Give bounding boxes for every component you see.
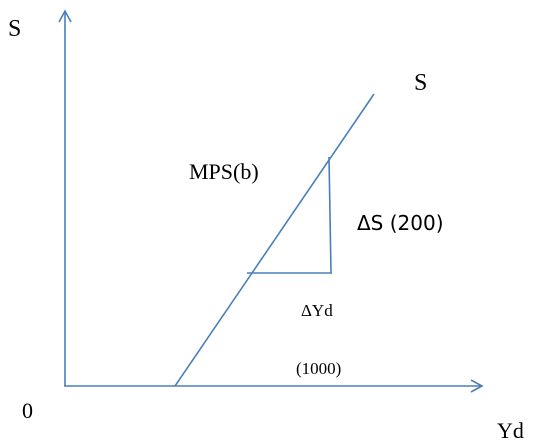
slope-label: MPS(b) <box>189 159 259 184</box>
delta-s-label: ΔS (200) <box>357 211 444 235</box>
delta-s-leg <box>328 156 332 274</box>
delta-yd-label: ΔYd <box>301 301 333 320</box>
income-value-label: (1000) <box>296 359 341 378</box>
savings-line-label: S <box>414 70 427 96</box>
y-axis-label: S <box>8 16 21 42</box>
x-axis-label: Yd <box>497 418 524 443</box>
savings-line <box>174 93 375 387</box>
origin-label: 0 <box>22 398 33 423</box>
